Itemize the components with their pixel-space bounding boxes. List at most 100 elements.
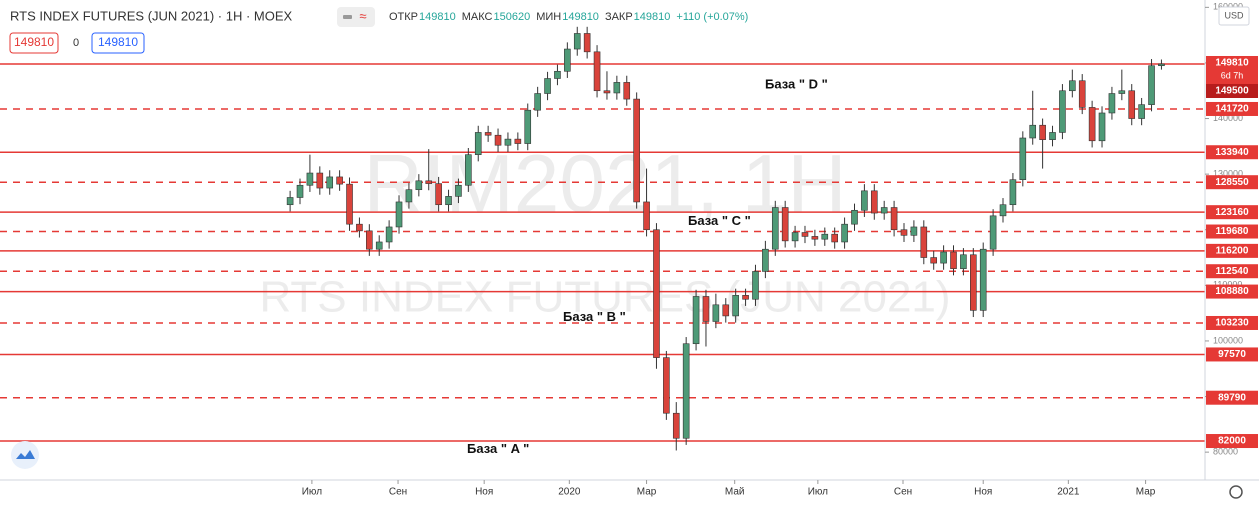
spread: 0 [73, 37, 79, 49]
level-label-box [1206, 434, 1258, 449]
level-label-box [1206, 243, 1258, 258]
candle-body [1069, 80, 1076, 92]
candle-body [623, 82, 631, 100]
candle-body [385, 226, 393, 243]
buy-price: 149810 [98, 35, 138, 49]
marker-box [1206, 83, 1258, 98]
level-label-box [1206, 264, 1258, 279]
y-tick-label: 130000 [1213, 169, 1243, 179]
candle-body [504, 138, 512, 146]
x-tick-label: 2021 [1057, 487, 1080, 498]
logo[interactable] [11, 441, 39, 469]
candle-body [643, 201, 650, 231]
candle-body [880, 207, 888, 214]
level-label: 97570 [1218, 349, 1246, 360]
candle-body [762, 248, 769, 272]
candle-body [1088, 107, 1096, 142]
candle-body [1049, 132, 1056, 140]
ohlc: ОТКР 149810 МАКС 150620 МИН 149810 ЗАКР 149810 +… [389, 11, 748, 23]
candle-body [851, 209, 858, 225]
plot: База " D " База " C " База " B " База " A " [0, 26, 1205, 456]
candle-body [732, 295, 739, 317]
candle-body [821, 233, 829, 240]
level-label-box [1206, 347, 1258, 362]
candle-body [1138, 104, 1145, 119]
logo-icon [16, 450, 35, 459]
candle-body [910, 226, 918, 236]
level-label-box [1206, 284, 1258, 299]
currency-box[interactable] [1218, 6, 1250, 26]
indicator-toggle[interactable] [337, 7, 375, 27]
x-tick-label: Июл [808, 487, 828, 498]
candle-body [752, 271, 759, 300]
x-tick-label: 2020 [558, 487, 581, 498]
level-label: 108880 [1215, 286, 1249, 297]
candle-body [435, 183, 442, 206]
candle-body [1128, 90, 1136, 119]
candle-body [306, 172, 314, 186]
candle-body [1029, 124, 1037, 139]
candle-body [1039, 124, 1046, 140]
y-tick-label: 100000 [1213, 335, 1243, 345]
watermark-subtitle: RTS INDEX FUTURES (JUN 2021) [259, 273, 950, 322]
candle-body [1059, 90, 1066, 133]
candle-body [1108, 93, 1116, 114]
candle-body [811, 236, 819, 240]
level-label: 112540 [1216, 266, 1249, 277]
level-label: 133940 [1215, 147, 1249, 158]
annotation: База " B " [563, 309, 626, 324]
candle-body [346, 183, 353, 225]
annotation: База " D " [765, 77, 828, 92]
candle-body [950, 251, 957, 269]
candle-body [960, 254, 967, 269]
y-tick-label: 140000 [1213, 113, 1243, 123]
currency: USD [1224, 10, 1244, 20]
candle-body [672, 412, 680, 439]
candle-body [336, 176, 343, 185]
candle-body [405, 189, 413, 203]
candle-body [702, 296, 710, 322]
level-label-box [1206, 175, 1258, 190]
ohlc-value: 149810 [562, 11, 599, 23]
candle-body [920, 226, 928, 258]
x-tick-label: Май [725, 487, 745, 498]
settings-icon[interactable] [1229, 485, 1243, 499]
candle-body [544, 78, 551, 94]
sell-button[interactable] [9, 32, 59, 54]
x-tick-label: Июл [302, 487, 322, 498]
ohlc-label: ОТКР [389, 11, 418, 23]
x-tick-label: Ноя [974, 487, 992, 498]
candle-body [425, 180, 433, 184]
candle-body [1009, 179, 1017, 206]
candle-body [900, 229, 908, 236]
candle-body [979, 248, 987, 311]
candle-body [771, 207, 779, 250]
level-label: 116200 [1216, 246, 1249, 257]
annotation: База " C " [688, 213, 751, 228]
level-label: 141720 [1215, 104, 1249, 115]
candle-body [603, 90, 611, 94]
x-tick-label: Ноя [475, 487, 493, 498]
x-tick-label: Мар [637, 487, 657, 498]
buy-button[interactable] [91, 32, 145, 54]
watermark: RIM2021, 1H [363, 139, 846, 230]
level-label: 89790 [1218, 392, 1246, 403]
candle-body [583, 33, 591, 53]
candle-body [970, 254, 977, 311]
header: RTS INDEX FUTURES (JUN 2021) · 1H · MOEX… [9, 6, 1250, 54]
watermark-layer: RIM2021, 1H RTS INDEX FUTURES (JUN 2021) [259, 139, 950, 322]
level-label: 103230 [1215, 318, 1249, 329]
ohlc-label: ЗАКР [605, 11, 633, 23]
candle-body [415, 180, 423, 191]
candle-body [791, 232, 799, 242]
ohlc-label: МИН [536, 11, 561, 23]
annotation: База " A " [467, 441, 529, 456]
candle-body [831, 233, 838, 243]
candle-body [474, 132, 482, 155]
icon: ≈ [359, 8, 366, 23]
level-label-box [1206, 145, 1258, 160]
candle-body [564, 48, 571, 72]
candle-body [356, 223, 363, 232]
